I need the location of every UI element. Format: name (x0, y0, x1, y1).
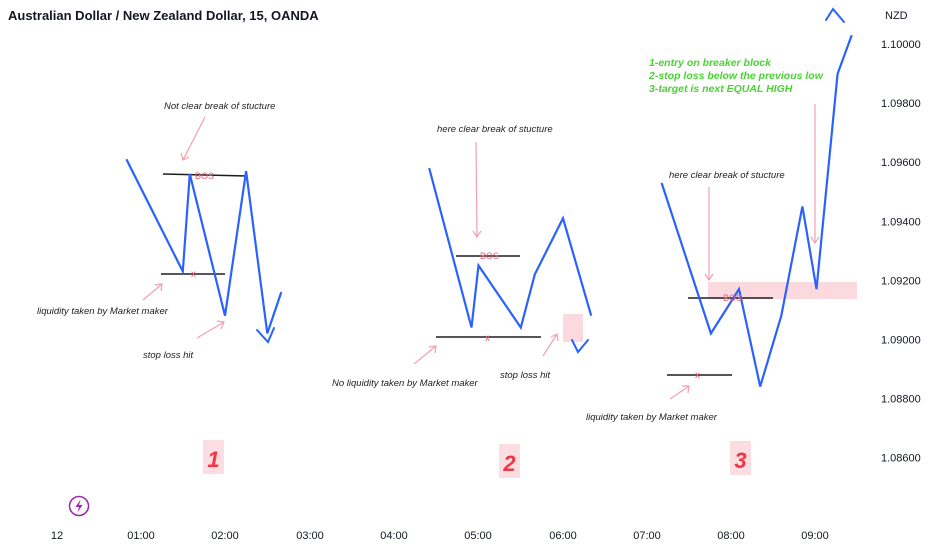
number-3: 3 (734, 448, 746, 473)
s3-liq-pointer (669, 385, 690, 400)
y-axis[interactable]: NZD 1.10000 1.09800 1.09600 1.09400 1.09200 1.… (881, 10, 921, 464)
s1-liq-pointer (142, 283, 163, 301)
x-tick-label: 12 (51, 530, 63, 542)
price-path-2 (428, 167, 593, 331)
s3-arrowhead (825, 7, 845, 23)
s3-top-pointer-head (704, 273, 714, 282)
green-note-2: 2-stop loss below the previous low (648, 70, 824, 82)
s3-x-label: x (695, 370, 700, 381)
s1-liq-label: liquidity taken by Market maker (37, 306, 169, 317)
s1-top-label: Not clear break of stucture (164, 101, 275, 112)
s2-top-pointer (475, 141, 478, 238)
s2-top-label: here clear break of stucture (437, 124, 553, 135)
x-tick-label: 05:00 (464, 530, 492, 542)
s2-bos-label: BOS (480, 251, 499, 261)
s2-liq-pointer-head (428, 345, 437, 354)
x-tick-label: 06:00 (549, 530, 577, 542)
number-1: 1 (207, 447, 219, 472)
s2-stop-pointer-head (550, 333, 559, 342)
s1-bos-label: BOS (195, 171, 214, 181)
x-tick-label: 03:00 (296, 530, 324, 542)
y-tick-label: 1.09800 (881, 98, 921, 110)
lightning-icon[interactable] (68, 495, 90, 517)
y-tick-label: 1.09000 (881, 334, 921, 346)
s1-top-pointer (182, 116, 206, 161)
x-tick-label: 09:00 (801, 530, 829, 542)
green-note-3: 3-target is next EQUAL HIGH (649, 83, 793, 95)
s1-arrowhead (256, 327, 275, 344)
s3-liq-pointer-head (682, 385, 690, 394)
number-boxes (203, 440, 751, 478)
s1-top-pointer-head (180, 152, 190, 161)
s1-x-label: x (191, 269, 196, 280)
price-paths (125, 34, 853, 387)
y-tick-label: 1.10000 (881, 39, 921, 51)
s3-liq-label: liquidity taken by Market maker (586, 412, 718, 423)
s1-liq-pointer-head (154, 283, 163, 292)
x-tick-label: 02:00 (211, 530, 239, 542)
s3-top-label: here clear break of stucture (669, 170, 785, 181)
s1-stop-pointer (196, 321, 225, 339)
price-path-3 (660, 34, 853, 387)
number-box-2 (499, 444, 520, 478)
s1-stop-label: stop loss hit (143, 350, 194, 361)
x-tick-label: 07:00 (633, 530, 661, 542)
y-tick-label: 1.09600 (881, 157, 921, 169)
number-2: 2 (502, 451, 516, 476)
y-tick-label: 1.09200 (881, 275, 921, 287)
number-box-3 (730, 441, 751, 475)
price-path-1 (125, 158, 283, 334)
chart-title: Australian Dollar / New Zealand Dollar, … (8, 8, 319, 23)
y-tick-label: 1.08600 (881, 452, 921, 464)
s2-liq-label: No liquidity taken by Market maker (332, 378, 479, 389)
stop-zone-highlight (563, 314, 583, 342)
s2-top-pointer-head (472, 230, 482, 239)
structure-lines (161, 173, 773, 376)
y-tick-label: 1.09400 (881, 216, 921, 228)
number-box-1 (203, 440, 224, 474)
x-tick-label: 01:00 (127, 530, 155, 542)
s2-x-label: x (485, 333, 490, 344)
arrowheads (256, 7, 845, 354)
s1-bos-line (162, 173, 248, 177)
s3-bos-label: BOS (723, 293, 742, 303)
x-tick-label: 04:00 (380, 530, 408, 542)
green-note-pointer-head (810, 236, 820, 245)
x-tick-label: 08:00 (717, 530, 745, 542)
pointer-lines (142, 104, 820, 400)
s2-arrowhead (571, 339, 589, 354)
y-tick-label: 1.08800 (881, 393, 921, 405)
green-note-1: 1-entry on breaker block (649, 57, 772, 69)
y-axis-currency: NZD (885, 10, 908, 22)
s2-stop-label: stop loss hit (500, 370, 551, 381)
s2-liq-pointer (413, 345, 437, 365)
x-axis[interactable]: 12 01:00 02:00 03:00 04:00 05:00 06:00 07:00 08:… (51, 530, 829, 542)
breaker-block-highlight (708, 282, 857, 299)
s2-stop-pointer (542, 333, 558, 357)
text-annotations: Not clear break of stucture BOS x liquid… (37, 57, 824, 476)
s1-stop-pointer-head (216, 320, 225, 330)
